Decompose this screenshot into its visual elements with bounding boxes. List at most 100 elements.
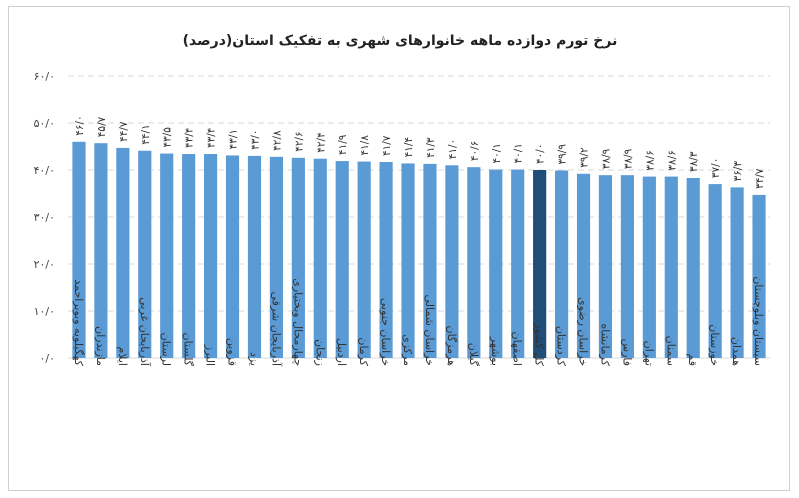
data-label: ۴۱/۹ (337, 134, 349, 155)
data-label: ۴۱/۷ (381, 135, 393, 156)
bar (247, 155, 262, 358)
data-label: ۳۸/۳ (688, 151, 700, 172)
data-label: ۴۳/۰ (249, 129, 261, 149)
x-tick-label: کهگیلویه وبویراحمد (72, 279, 85, 366)
data-label: ۴۱/۴ (403, 137, 415, 157)
data-label: ۴۴/۷ (118, 121, 130, 142)
x-tick-label: همدان (730, 337, 743, 366)
x-tick-label: کل کشور (533, 322, 546, 367)
bar (313, 158, 327, 358)
x-tick-label: بوشهر (489, 336, 502, 366)
x-tick-label: کرمانشاه (598, 323, 611, 366)
x-tick-label: سیستان وبلوچستان (752, 276, 765, 366)
bar (72, 141, 86, 358)
x-tick-label: البرز (204, 344, 217, 366)
bar (160, 153, 174, 358)
y-tick-label: ۰/۰ (39, 352, 55, 365)
data-label: ۳۹/۲ (579, 147, 591, 168)
x-tick-label: مازندران (94, 326, 107, 366)
data-label: ۳۸/۶ (644, 150, 656, 170)
data-label: ۴۲/۴ (315, 132, 327, 152)
data-label: ۴۳/۴ (184, 128, 196, 148)
x-tick-label: اردبیل (335, 338, 348, 366)
bar (555, 170, 569, 358)
bar (467, 167, 481, 358)
y-tick-label: ۳۰/۰ (34, 211, 55, 224)
x-tick-label: اصفهان (511, 332, 524, 366)
x-tick-label: خراسان شمالی (423, 294, 436, 366)
x-tick-label: تهران (642, 341, 655, 366)
y-tick-label: ۲۰/۰ (34, 258, 55, 271)
data-label: ۴۵/۷ (96, 116, 108, 137)
bar (379, 162, 393, 358)
bar (94, 143, 108, 358)
data-label: ۳۴/۷ (754, 168, 766, 189)
data-label: ۳۹/۹ (557, 144, 569, 165)
data-label: ۴۱/۰ (447, 139, 459, 159)
x-tick-label: هرمزگان (445, 326, 458, 367)
bar (335, 161, 349, 358)
data-label: ۳۸/۹ (622, 148, 634, 169)
bar (576, 173, 591, 358)
data-label: ۴۶/۰ (74, 115, 86, 135)
x-tick-label: خراسان جنوبی (379, 298, 392, 366)
bar (620, 175, 634, 358)
bar (225, 155, 240, 358)
bar (182, 154, 196, 358)
x-tick-label: یزد (247, 352, 260, 366)
x-tick-label: خوزستان (708, 324, 721, 366)
data-label: ۴۳/۵ (162, 127, 174, 148)
x-tick-label: مرکزی (401, 334, 414, 366)
bar (357, 161, 371, 358)
data-label: ۴۰/۱ (491, 143, 503, 163)
x-tick-label: کرمان (357, 337, 370, 366)
data-label: ۴۰/۰ (535, 144, 547, 164)
data-label: ۳۶/۳ (732, 161, 744, 182)
x-tick-label: خراسان رضوی (577, 297, 590, 366)
data-label: ۳۸/۶ (666, 150, 678, 170)
bar (445, 165, 459, 358)
x-tick-label: زنجان (313, 339, 326, 366)
bar (664, 176, 678, 358)
chart-title: نرخ تورم دوازده ماهه خانوارهای شهری به ت… (182, 33, 618, 49)
x-tick-label: آذربایجان غربی (138, 297, 152, 367)
bar (642, 176, 656, 358)
x-tick-label: فارس (620, 339, 633, 366)
bar (686, 177, 700, 358)
data-label: ۳۸/۹ (600, 148, 612, 169)
data-label: ۴۲/۸ (271, 130, 283, 151)
x-tick-label: کردستان (555, 326, 568, 367)
bar (489, 169, 503, 358)
bar (533, 170, 547, 358)
data-label: ۴۰/۶ (469, 141, 481, 161)
data-label: ۴۱/۸ (359, 135, 371, 156)
bar (291, 157, 305, 358)
data-label: ۴۲/۶ (293, 131, 305, 151)
x-tick-label: قم (686, 353, 699, 366)
x-tick-label: چهارمحال وبختیاری (291, 278, 304, 366)
data-label: ۴۳/۱ (228, 129, 240, 149)
bar (204, 154, 218, 358)
x-tick-label: لرستان (160, 333, 173, 366)
bar (269, 156, 283, 358)
bar (730, 187, 744, 358)
data-label: ۳۷/۰ (710, 158, 722, 178)
x-tick-label: گیلان (467, 343, 480, 367)
y-tick-label: ۴۰/۰ (34, 164, 55, 177)
bar (708, 184, 722, 358)
bar (511, 169, 525, 358)
x-tick-label: ایلام (116, 347, 129, 367)
y-tick-label: ۵۰/۰ (34, 117, 55, 130)
y-tick-label: ۶۰/۰ (34, 70, 55, 83)
bar (401, 163, 415, 358)
x-tick-label: گلستان (182, 333, 195, 367)
x-tick-label: قزوین (226, 338, 239, 366)
data-label: ۴۳/۴ (206, 128, 218, 148)
bar (138, 150, 152, 358)
bar (423, 163, 437, 358)
data-label: ۴۰/۱ (513, 143, 525, 163)
bar (752, 194, 766, 358)
y-tick-label: ۱۰/۰ (34, 305, 55, 318)
data-label: ۴۱/۳ (425, 137, 437, 158)
